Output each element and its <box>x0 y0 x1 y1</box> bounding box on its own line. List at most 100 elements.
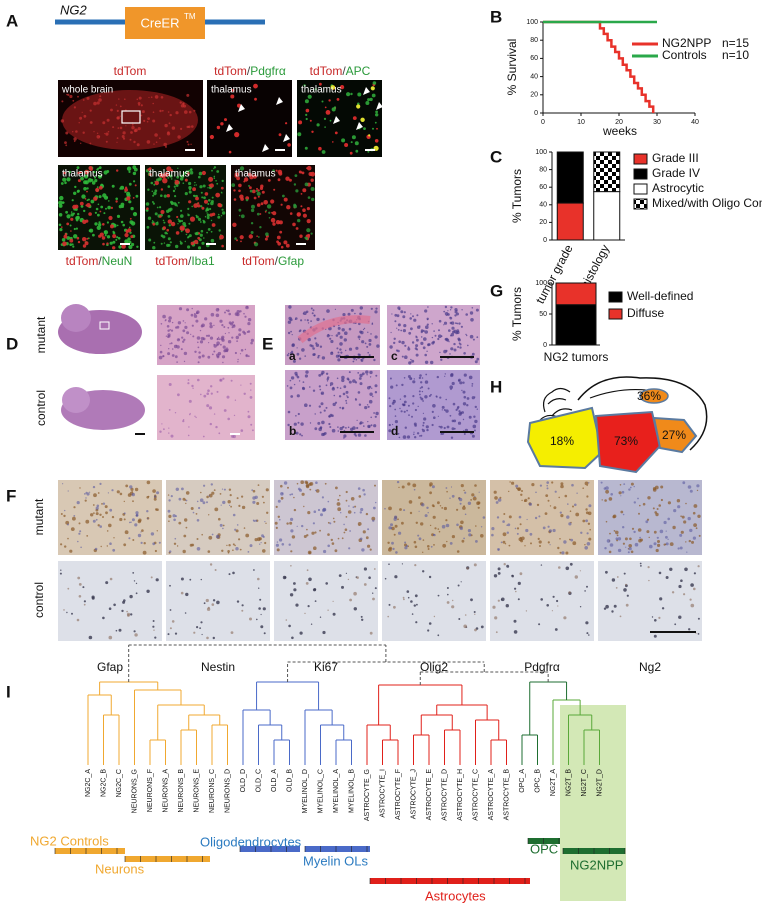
cell <box>213 175 216 178</box>
cell <box>286 385 289 387</box>
cell <box>218 338 221 341</box>
cell <box>422 346 426 350</box>
cell <box>201 354 205 358</box>
cell <box>136 98 139 101</box>
cell <box>453 419 457 423</box>
cell <box>209 563 213 566</box>
cell <box>355 358 358 361</box>
cell <box>134 128 138 132</box>
cell <box>301 434 303 437</box>
cell <box>298 330 301 333</box>
cell <box>171 354 175 357</box>
cell <box>659 529 664 534</box>
cell <box>605 570 608 574</box>
cell <box>515 590 517 593</box>
cell <box>232 571 235 575</box>
cell <box>293 582 296 585</box>
cell <box>426 428 429 432</box>
micrograph-bg <box>58 561 162 641</box>
cell <box>443 321 448 325</box>
cell <box>178 307 183 311</box>
cell <box>348 547 351 550</box>
cell <box>546 487 549 490</box>
cell <box>244 315 247 318</box>
cell <box>451 427 455 431</box>
cell <box>63 509 66 512</box>
cell <box>584 546 588 550</box>
cell <box>349 530 351 532</box>
cell <box>72 131 74 133</box>
leaf-label: ASTROCYTE_J <box>410 769 417 819</box>
cell <box>169 550 172 553</box>
cell <box>431 423 434 427</box>
cell <box>519 523 522 526</box>
cell <box>618 491 622 495</box>
cell <box>546 604 549 607</box>
cell <box>288 305 292 309</box>
cell <box>603 607 607 610</box>
cell <box>180 230 183 233</box>
cell <box>310 178 314 182</box>
cell <box>235 335 239 340</box>
cell <box>309 344 313 347</box>
cell <box>259 186 264 190</box>
cell <box>307 196 311 199</box>
cell <box>661 607 665 610</box>
cell <box>575 512 580 517</box>
cell <box>586 585 588 588</box>
cell <box>147 517 149 520</box>
cell <box>350 308 354 312</box>
cell <box>433 416 436 420</box>
cell <box>471 434 475 438</box>
cell <box>250 208 255 213</box>
cell <box>394 524 398 528</box>
cell <box>193 203 198 208</box>
cell <box>64 233 68 236</box>
cell <box>394 320 397 323</box>
cell <box>197 236 201 240</box>
cell <box>237 361 239 363</box>
cell <box>613 530 616 532</box>
legend-label: Astrocytic <box>652 181 704 195</box>
cell <box>696 489 699 492</box>
cell <box>571 483 574 487</box>
cell <box>204 317 208 321</box>
cell <box>679 546 683 550</box>
cell <box>402 329 406 333</box>
cell <box>292 359 296 363</box>
group-bar <box>370 878 530 884</box>
cell <box>564 494 568 498</box>
cell <box>92 504 95 506</box>
cell <box>619 615 622 618</box>
cell <box>374 484 376 487</box>
cell <box>163 221 166 224</box>
cell <box>424 309 428 313</box>
cell <box>336 347 339 350</box>
cell <box>427 545 430 548</box>
cell <box>80 205 84 208</box>
cell <box>561 551 565 555</box>
cell <box>404 344 407 347</box>
cell <box>569 510 572 512</box>
cell <box>228 312 231 316</box>
cell <box>348 380 352 384</box>
cell <box>192 387 194 389</box>
cell <box>118 98 120 100</box>
cell <box>585 621 589 625</box>
panel-label: C <box>490 147 502 166</box>
cell <box>587 511 592 516</box>
cortex-outline <box>577 376 708 451</box>
x-tick-label: 0 <box>541 119 545 126</box>
cell <box>631 527 635 530</box>
cell <box>330 538 333 542</box>
cell <box>187 382 190 385</box>
cell <box>159 215 162 218</box>
cell <box>539 484 543 487</box>
cell <box>200 205 203 208</box>
cell <box>669 567 673 571</box>
cell <box>138 518 142 522</box>
cell <box>437 594 440 597</box>
cell <box>414 408 417 412</box>
cell <box>112 231 116 235</box>
micrograph-bg <box>382 561 486 641</box>
